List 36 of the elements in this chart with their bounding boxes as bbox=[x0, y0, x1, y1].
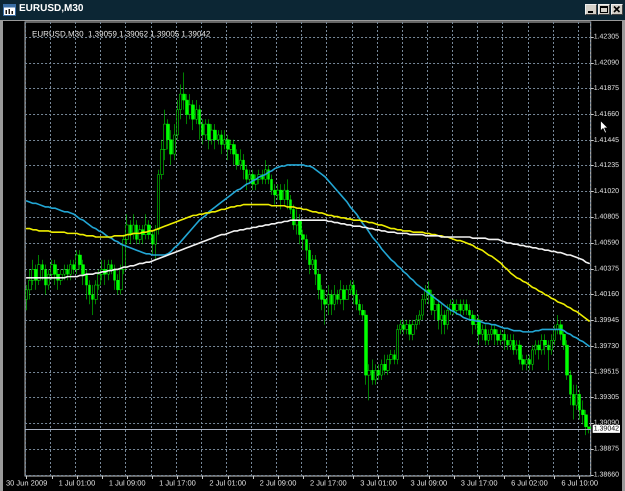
candlestick bbox=[44, 264, 47, 295]
candlestick bbox=[462, 299, 465, 316]
line-series bbox=[26, 219, 590, 279]
candlestick bbox=[477, 314, 481, 346]
candlestick bbox=[455, 299, 459, 316]
candlestick bbox=[75, 250, 79, 274]
candlestick bbox=[512, 334, 515, 355]
candlestick bbox=[333, 284, 336, 311]
candlestick bbox=[408, 320, 412, 341]
candlestick bbox=[66, 264, 69, 280]
candlestick bbox=[213, 124, 217, 150]
candlestick bbox=[232, 139, 236, 166]
line-series bbox=[26, 204, 590, 322]
candlestick bbox=[496, 329, 500, 346]
candlestick bbox=[386, 354, 390, 376]
candlestick bbox=[69, 260, 72, 280]
chart-title: EURUSD,M30 bbox=[19, 3, 84, 14]
candlestick bbox=[509, 334, 512, 350]
candlestick bbox=[113, 264, 116, 290]
candlestick bbox=[402, 320, 405, 335]
text: EURUSD,M30 1.39059 1.39062 1.39005 1.39042 bbox=[32, 30, 211, 38]
candlestick bbox=[493, 324, 497, 346]
candlestick bbox=[503, 329, 506, 350]
candlestick bbox=[459, 299, 462, 316]
candlestick bbox=[396, 324, 399, 365]
candlestick bbox=[525, 354, 528, 371]
candlestick bbox=[279, 184, 283, 210]
candlestick bbox=[207, 119, 211, 150]
candlestick bbox=[286, 179, 289, 210]
line-series bbox=[26, 164, 590, 348]
candlestick bbox=[490, 324, 493, 341]
candlestick bbox=[531, 344, 534, 371]
candlestick bbox=[220, 130, 223, 154]
candlestick bbox=[452, 299, 456, 316]
candlestick bbox=[484, 324, 487, 346]
candlestick bbox=[465, 299, 468, 316]
